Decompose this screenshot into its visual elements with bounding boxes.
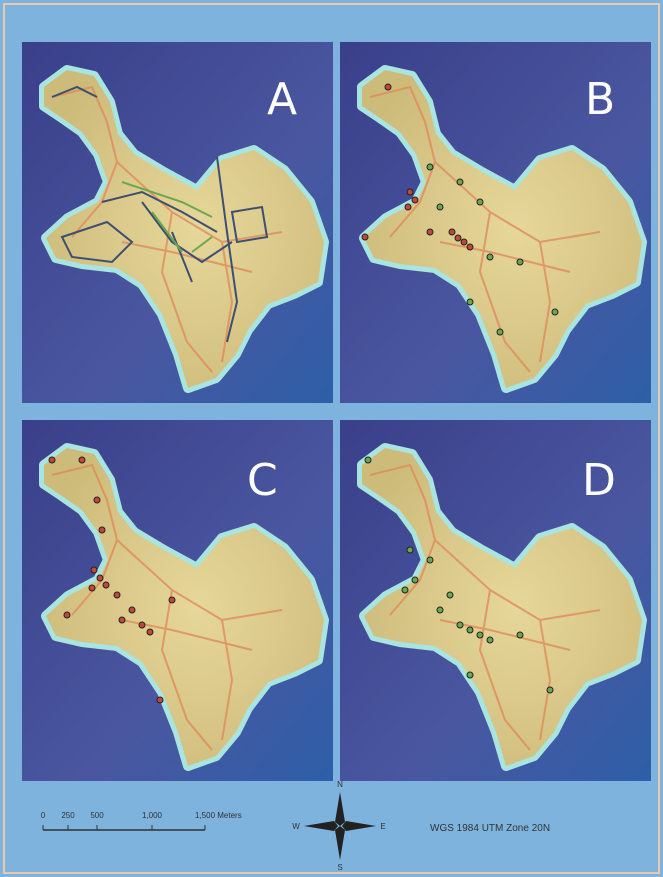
- compass-south: S: [337, 863, 342, 872]
- panel-label: D: [582, 455, 616, 506]
- panel-label: B: [585, 74, 615, 125]
- panel-b: B: [340, 42, 651, 403]
- island-map: [22, 420, 333, 781]
- projection-label: WGS 1984 UTM Zone 20N: [430, 823, 550, 834]
- compass-north: N: [337, 780, 343, 789]
- scale-label: 1,500 Meters: [195, 811, 242, 820]
- compass-west: W: [292, 822, 300, 831]
- panel-label: A: [267, 74, 297, 125]
- page: A B C D 0 250 500 1,000 1,5: [0, 0, 663, 877]
- compass-east: E: [380, 822, 385, 831]
- panel-a: A: [22, 42, 333, 403]
- scale-label: 500: [90, 811, 104, 820]
- scale-label: 0: [41, 811, 46, 820]
- scale-label: 250: [61, 811, 75, 820]
- panel-label: C: [247, 455, 278, 506]
- panel-c: C: [22, 420, 333, 781]
- scale-label: 1,000: [142, 811, 163, 820]
- panel-d: D: [340, 420, 651, 781]
- figure: A B C D 0 250 500 1,000 1,5: [0, 0, 663, 877]
